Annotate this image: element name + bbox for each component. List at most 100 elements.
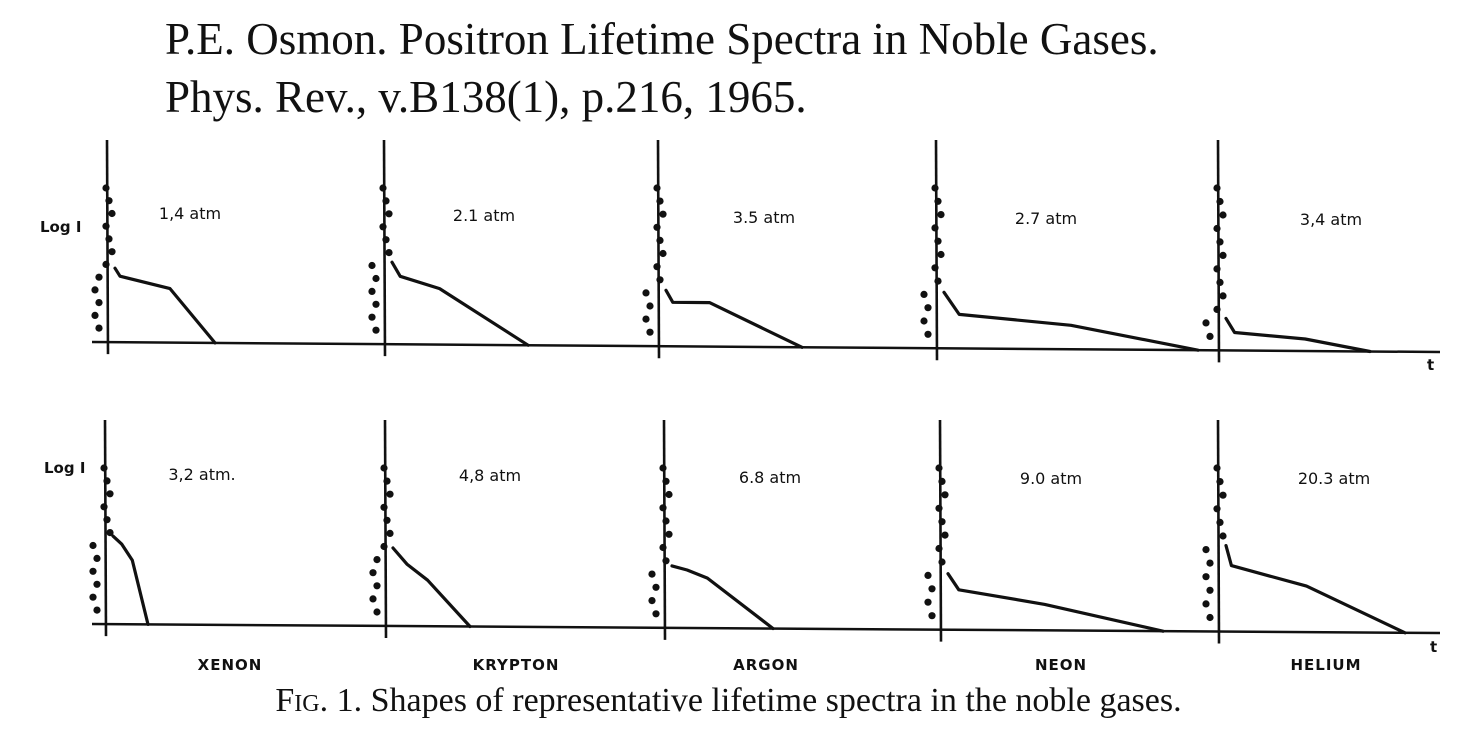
data-point-neon-r1-5 [934,237,942,245]
y-axis-neon-r1 [934,139,939,361]
data-point-xenon-r2-9 [89,567,97,575]
citation-line-2: Phys. Rev., v.B138(1), p.216, 1965. [165,72,807,122]
data-point-xenon-r1-12 [95,324,103,332]
data-point-neon-r2-6 [941,531,949,539]
y-axis-neon-r2 [938,419,943,642]
citation-header: P.E. Osmon. Positron Lifetime Spectra in… [165,10,1159,126]
y-axis-argon-r2 [662,419,667,640]
spectrum-tail-xenon-r2 [111,534,150,627]
data-point-krypton-r2-9 [369,569,377,577]
data-point-krypton-r1-12 [372,326,380,334]
data-point-argon-r1-3 [659,210,667,218]
data-point-krypton-r1-1 [379,184,387,192]
data-point-helium-r2-10 [1206,586,1214,594]
data-point-neon-r2-11 [924,598,932,606]
pressure-label-r2-xenon: 3,2 atm. [168,465,235,484]
spectrum-tail-neon-r1 [942,290,1200,352]
data-point-helium-r2-11 [1202,600,1210,608]
data-point-argon-r2-7 [659,543,667,552]
pressure-label-r1-xenon: 1,4 atm [159,204,221,223]
data-point-argon-r1-7 [653,263,661,271]
data-point-argon-r1-11 [642,315,650,323]
data-point-neon-r2-8 [938,558,946,566]
data-point-argon-r1-6 [659,249,667,258]
data-point-xenon-r2-11 [89,593,97,601]
data-point-xenon-r1-3 [108,209,116,218]
spectrum-tail-argon-r1 [664,288,804,349]
pressure-label-r2-neon: 9.0 atm [1020,469,1082,488]
pressure-label-r1-argon: 3.5 atm [733,208,795,227]
data-point-argon-r2-11 [648,597,656,605]
xlabel-row-2: t [1430,638,1437,656]
data-point-argon-r2-2 [662,477,670,485]
data-point-argon-r1-4 [653,223,661,231]
caption-text: . 1. Shapes of representative lifetime s… [319,682,1182,719]
data-point-neon-r1-8 [934,277,942,285]
y-axis-helium-r2 [1216,419,1221,644]
data-point-krypton-r2-11 [369,595,377,603]
data-point-krypton-r1-10 [372,300,380,308]
gas-label-neon: NEON [1035,656,1087,674]
data-point-helium-r1-10 [1213,305,1221,313]
data-point-xenon-r1-11 [91,311,99,319]
data-point-krypton-r1-11 [368,313,376,321]
data-point-helium-r2-1 [1213,464,1221,472]
gas-label-argon: ARGON [733,656,799,674]
y-axis-krypton-r1 [382,139,387,357]
gas-label-krypton: KRYPTON [473,656,560,674]
data-point-argon-r2-10 [652,583,660,591]
data-point-neon-r1-4 [931,224,939,232]
data-point-krypton-r2-5 [383,516,391,524]
spectrum-tail-krypton-r1 [390,260,530,347]
gas-label-xenon: XENON [198,656,263,674]
spectrum-tail-helium-r1 [1224,316,1372,354]
ylabel-row-2: Log I [44,459,85,477]
y-axis-argon-r1 [656,139,661,359]
data-point-neon-r1-6 [937,250,945,259]
data-point-neon-r2-7 [935,544,943,553]
data-point-helium-r2-9 [1202,573,1210,581]
spectrum-tail-neon-r2 [946,572,1165,633]
data-point-neon-r1-9 [920,290,928,298]
data-point-neon-r2-2 [938,477,946,485]
y-axis-xenon-r1 [105,139,110,355]
data-point-xenon-r2-10 [93,580,101,588]
data-point-neon-r1-12 [924,330,932,338]
data-point-argon-r1-5 [656,236,664,244]
data-point-neon-r1-3 [937,211,945,219]
data-point-krypton-r2-1 [380,464,388,472]
data-point-xenon-r2-12 [93,606,101,614]
data-point-helium-r1-8 [1216,278,1224,286]
data-point-helium-r2-7 [1202,546,1210,554]
data-point-argon-r2-12 [652,610,660,618]
data-point-argon-r1-12 [646,328,654,336]
data-point-xenon-r1-6 [108,248,116,256]
data-point-xenon-r2-4 [100,503,108,511]
data-point-xenon-r2-2 [103,477,111,485]
data-point-krypton-r1-3 [385,210,393,218]
data-point-xenon-r1-9 [91,286,99,294]
data-point-helium-r2-5 [1216,518,1224,527]
data-point-helium-r1-2 [1216,197,1224,206]
data-point-krypton-r2-10 [373,582,381,590]
data-point-xenon-r2-6 [106,529,114,537]
baseline-row-2 [91,622,1441,635]
data-point-argon-r1-8 [656,276,664,284]
data-point-helium-r2-8 [1206,559,1214,567]
y-axis-helium-r1 [1216,139,1221,363]
data-point-krypton-r2-4 [380,503,388,511]
pressure-label-r2-krypton: 4,8 atm [459,466,521,485]
data-point-xenon-r1-8 [95,273,103,281]
data-point-helium-r2-6 [1219,532,1227,540]
pressure-label-r1-krypton: 2.1 atm [453,206,515,225]
spectrum-tail-helium-r2 [1224,543,1407,635]
data-point-helium-r2-2 [1216,478,1224,486]
data-point-xenon-r1-7 [102,260,110,268]
data-point-helium-r1-11 [1202,319,1210,327]
data-point-krypton-r2-3 [386,490,394,498]
data-point-krypton-r2-12 [373,608,381,616]
data-point-helium-r2-4 [1213,505,1221,513]
data-point-xenon-r1-1 [102,184,110,192]
data-point-argon-r2-3 [665,490,673,499]
spectrum-tail-krypton-r2 [391,546,472,629]
